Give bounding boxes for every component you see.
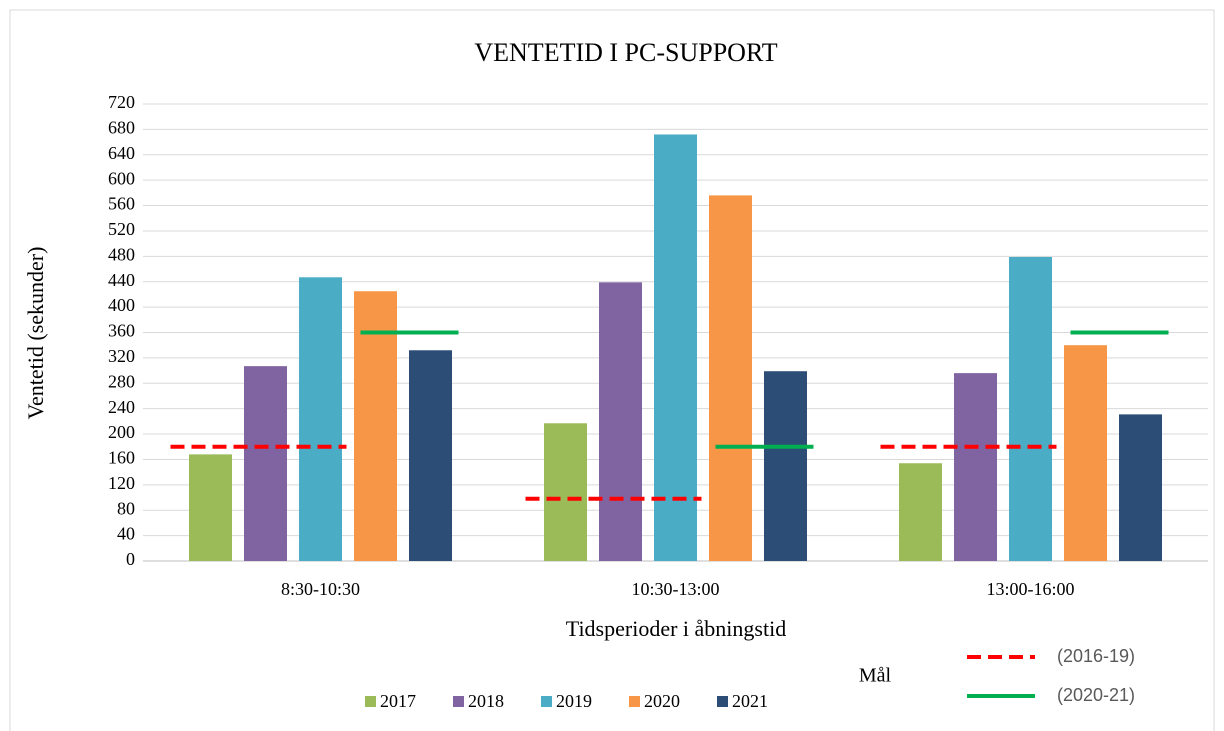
bar <box>764 371 807 561</box>
bar <box>354 291 397 561</box>
legend-label: (2016-19) <box>1057 646 1135 666</box>
legend-label: 2017 <box>380 691 416 711</box>
y-tick-label: 200 <box>108 422 135 442</box>
legend-label: 2020 <box>644 691 680 711</box>
x-tick-label: 13:00-16:00 <box>987 579 1075 599</box>
y-tick-label: 80 <box>117 498 135 518</box>
bar <box>244 366 287 561</box>
y-tick-label: 280 <box>108 371 135 391</box>
bar <box>1119 414 1162 561</box>
legend-label: 2019 <box>556 691 592 711</box>
bar <box>709 195 752 561</box>
y-tick-label: 400 <box>108 295 135 315</box>
y-axis-label: Ventetid (sekunder) <box>23 247 48 420</box>
bar <box>1009 256 1052 561</box>
legend-label: 2018 <box>468 691 504 711</box>
y-tick-label: 720 <box>108 92 135 112</box>
legend-swatch <box>629 696 640 707</box>
chart-title: VENTETID I PC-SUPPORT <box>474 38 777 67</box>
y-tick-label: 440 <box>108 270 135 290</box>
y-tick-label: 680 <box>108 118 135 138</box>
bar <box>954 373 997 561</box>
y-tick-label: 560 <box>108 194 135 214</box>
y-tick-label: 640 <box>108 143 135 163</box>
legend-swatch <box>541 696 552 707</box>
y-tick-label: 40 <box>117 524 135 544</box>
bar <box>299 277 342 561</box>
x-tick-label: 8:30-10:30 <box>281 579 360 599</box>
x-tick-label: 10:30-13:00 <box>632 579 720 599</box>
y-tick-label: 360 <box>108 321 135 341</box>
legend-swatch <box>453 696 464 707</box>
legend-swatch <box>717 696 728 707</box>
bar <box>899 463 942 561</box>
y-tick-label: 120 <box>108 473 135 493</box>
y-tick-label: 0 <box>126 549 135 569</box>
bar <box>189 454 232 561</box>
y-tick-label: 240 <box>108 397 135 417</box>
bar <box>544 423 587 561</box>
y-tick-label: 480 <box>108 244 135 264</box>
bar <box>599 282 642 561</box>
bar <box>409 350 452 561</box>
y-tick-label: 320 <box>108 346 135 366</box>
bar <box>1064 345 1107 561</box>
target-legend-title: Mål <box>859 665 892 687</box>
legend-label: (2020-21) <box>1057 685 1135 705</box>
y-tick-label: 520 <box>108 219 135 239</box>
y-tick-label: 600 <box>108 168 135 188</box>
legend-swatch <box>365 696 376 707</box>
y-tick-label: 160 <box>108 448 135 468</box>
x-axis-label: Tidsperioder i åbningstid <box>566 616 786 641</box>
bar <box>654 134 697 561</box>
legend-label: 2021 <box>732 691 768 711</box>
